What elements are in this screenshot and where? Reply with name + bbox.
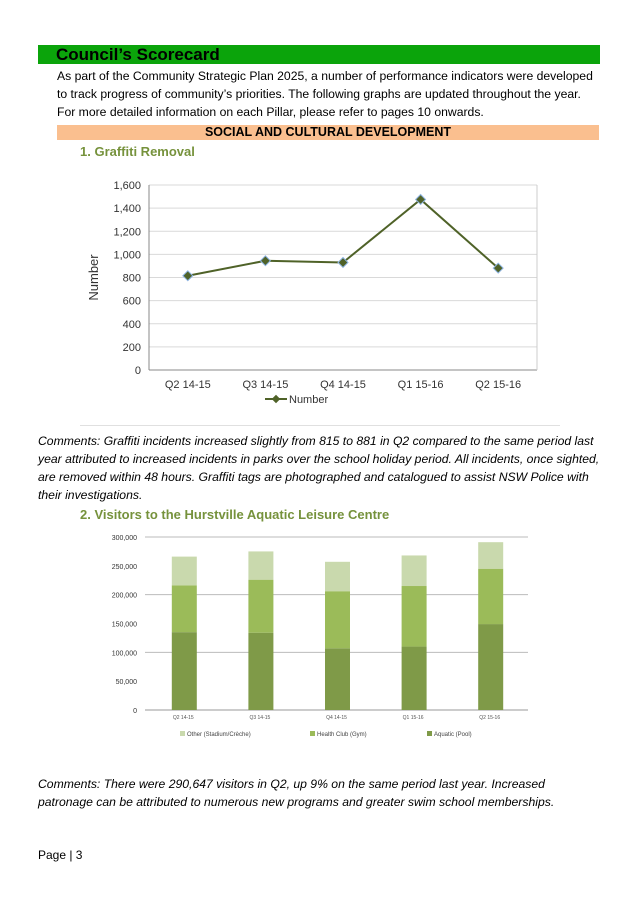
y-tick-label: 100,000 (112, 650, 137, 657)
aquatic-comments: Comments: There were 290,647 visitors in… (38, 777, 555, 809)
bar-segment (171, 556, 197, 586)
graffiti-heading: 1. Graffiti Removal (80, 144, 195, 159)
x-tick-label: Q4 14-15 (326, 715, 347, 721)
bar-segment (401, 555, 427, 587)
y-tick-label: 800 (123, 273, 141, 285)
bar-segment (401, 586, 427, 647)
x-tick-label: Q2 15-16 (475, 379, 521, 391)
graffiti-comments: Comments: Graffiti incidents increased s… (38, 434, 600, 502)
y-tick-label: 150,000 (112, 622, 137, 629)
bar-segment (171, 632, 197, 710)
data-point-marker (259, 255, 272, 267)
intro-paragraph: As part of the Community Strategic Plan … (57, 69, 593, 119)
legend-swatch (180, 731, 185, 736)
bar-segment (401, 646, 427, 710)
y-tick-label: 1,200 (113, 226, 141, 238)
legend-marker (271, 394, 281, 404)
y-axis-label: Number (86, 254, 101, 301)
y-tick-label: 300,000 (112, 535, 137, 542)
legend-label: Number (289, 394, 328, 406)
y-tick-label: 600 (123, 296, 141, 308)
x-tick-label: Q2 14-15 (165, 379, 211, 391)
aquatic-heading: 2. Visitors to the Hurstville Aquatic Le… (80, 507, 390, 522)
bar-segment (325, 648, 350, 710)
page-number: Page | 3 (38, 848, 83, 862)
legend-label: Other (Stadium/Crèche) (187, 732, 251, 738)
y-tick-label: 1,000 (113, 249, 141, 261)
page-title: Council’s Scorecard (56, 45, 220, 64)
y-tick-label: 1,600 (113, 180, 141, 192)
bar-segment (478, 624, 504, 710)
bar-segment (325, 561, 350, 592)
x-tick-label: Q3 14-15 (249, 715, 270, 721)
y-tick-label: 0 (135, 365, 141, 377)
scorecard-title-bar: Council’s Scorecard (38, 45, 600, 64)
data-point-marker (414, 193, 427, 206)
bar-segment (248, 551, 274, 580)
section-heading: SOCIAL AND CULTURAL DEVELOPMENT (57, 125, 599, 140)
x-tick-label: Q4 14-15 (320, 379, 366, 391)
bar-segment (171, 585, 197, 633)
legend-swatch (427, 731, 432, 736)
bar-segment (478, 542, 504, 569)
y-tick-label: 200 (123, 342, 141, 354)
x-tick-label: Q1 15-16 (403, 715, 424, 721)
bar-segment (478, 568, 504, 625)
y-tick-label: 0 (133, 708, 137, 715)
data-point-marker (182, 270, 194, 282)
x-tick-label: Q2 15-16 (479, 715, 500, 721)
bar-segment (325, 591, 350, 649)
legend-swatch (310, 731, 315, 736)
data-point-marker (492, 262, 504, 274)
bar-segment (248, 632, 274, 710)
y-tick-label: 50,000 (116, 679, 138, 686)
x-tick-label: Q2 14-15 (173, 715, 194, 721)
aquatic-visitors-bar-chart: 0 50,000 100,000 150,000 200,000 250,000 300,0… (112, 535, 528, 738)
y-tick-label: 400 (123, 319, 141, 331)
y-tick-label: 250,000 (112, 564, 137, 571)
bar-segment (248, 579, 274, 633)
x-tick-label: Q3 14-15 (242, 379, 288, 391)
divider (80, 425, 560, 426)
x-tick-label: Q1 15-16 (398, 379, 444, 391)
y-tick-label: 200,000 (112, 593, 137, 600)
y-tick-label: 1,400 (113, 203, 141, 215)
data-point-marker (337, 256, 349, 269)
legend-label: Health Club (Gym) (317, 732, 367, 738)
graffiti-line-chart: 0 200 400 600 800 1,000 1,200 1,400 1,600 Q2 14-1… (86, 180, 538, 406)
legend-label: Aquatic (Pool) (434, 732, 472, 738)
